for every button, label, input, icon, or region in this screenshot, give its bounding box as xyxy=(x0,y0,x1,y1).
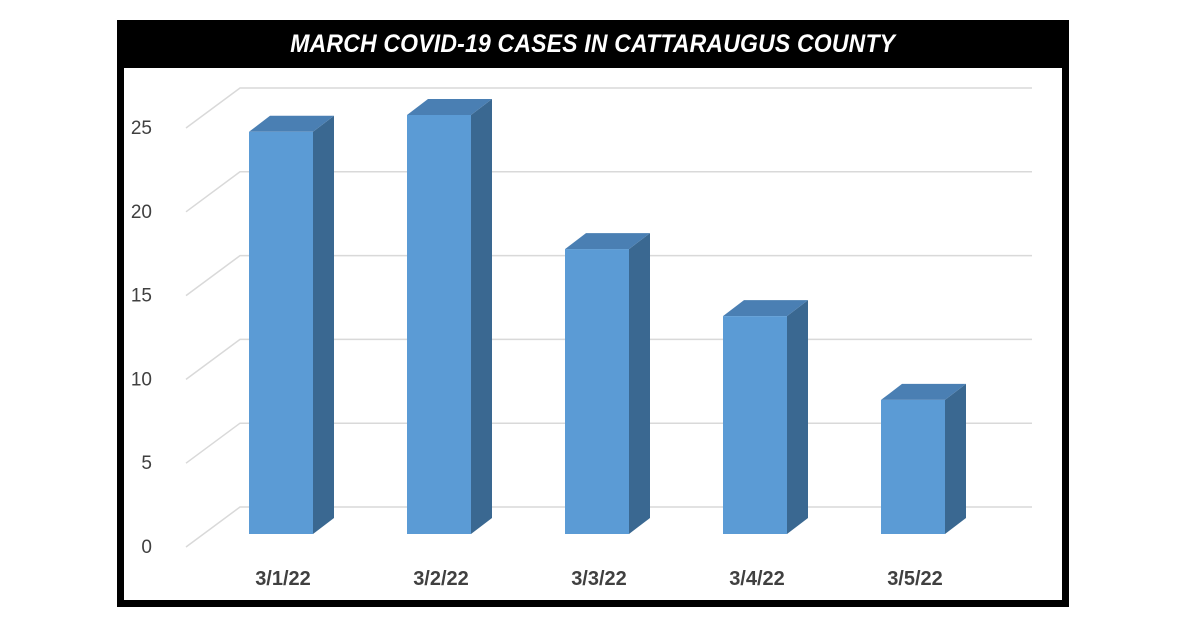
gridline xyxy=(185,171,1032,213)
bar-top xyxy=(881,383,966,400)
bar xyxy=(723,300,808,534)
bar-front xyxy=(407,115,471,534)
chart-title: MARCH COVID-19 CASES IN CATTARAUGUS COUN… xyxy=(290,29,896,58)
bar-front xyxy=(565,249,629,534)
y-tick-label: 20 xyxy=(131,202,152,223)
x-tick-label: 3/5/22 xyxy=(887,568,943,590)
x-tick-label: 3/2/22 xyxy=(413,568,469,590)
y-tick-label: 15 xyxy=(131,286,152,307)
y-tick-label: 25 xyxy=(131,118,152,139)
y-tick-label: 10 xyxy=(131,369,152,390)
bar-front xyxy=(249,131,313,534)
bar xyxy=(249,115,334,534)
bars xyxy=(249,99,966,534)
gridline xyxy=(185,254,1032,297)
bar-top xyxy=(407,99,492,115)
bar xyxy=(407,99,492,534)
bar-top xyxy=(249,115,334,132)
x-axis-labels: 3/1/22 3/2/22 3/3/22 3/4/22 3/5/22 xyxy=(255,568,943,590)
bar-top xyxy=(723,300,808,317)
bar xyxy=(565,233,650,534)
bar-top xyxy=(565,233,650,250)
x-tick-label: 3/4/22 xyxy=(729,568,785,590)
bar-side xyxy=(471,99,492,534)
x-tick-label: 3/1/22 xyxy=(255,568,311,590)
x-tick-label: 3/3/22 xyxy=(571,568,627,590)
y-tick-label: 5 xyxy=(141,453,152,474)
bar xyxy=(881,383,966,534)
bar-side xyxy=(629,233,650,534)
bar-front xyxy=(881,399,945,534)
gridline xyxy=(185,87,1032,129)
bar-front xyxy=(723,316,787,534)
bar-side xyxy=(313,115,334,534)
chart-header: MARCH COVID-19 CASES IN CATTARAUGUS COUN… xyxy=(117,20,1069,68)
bar-side xyxy=(787,300,808,534)
y-tick-label: 0 xyxy=(141,537,152,558)
bar-side xyxy=(945,383,966,534)
y-axis-labels: 0 5 10 15 20 25 xyxy=(131,118,152,558)
